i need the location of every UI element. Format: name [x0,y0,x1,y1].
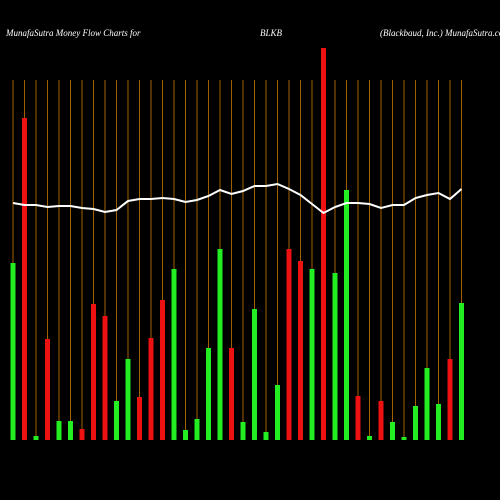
bar [401,437,407,440]
bar [22,118,27,440]
bar [125,359,131,440]
bar [263,432,269,440]
bar [298,261,303,440]
bar [183,430,188,440]
bar [68,421,73,440]
bar [286,249,292,440]
bar [240,422,246,440]
bar [79,429,85,440]
bar [252,309,257,440]
bar [148,338,154,440]
bar [206,348,211,440]
bar [355,396,361,440]
bar [459,303,464,440]
bar [378,401,384,440]
bar [367,436,372,440]
bar [309,269,315,440]
bar [160,300,165,440]
bar [436,404,441,440]
bar [45,339,50,440]
bar [413,406,418,440]
bar [321,48,326,440]
bar [56,421,62,440]
bar [275,385,280,440]
chart-title: BLKB [260,28,283,38]
bar [229,348,234,440]
bar [91,304,96,440]
bar [114,401,119,440]
bar [194,419,200,440]
bar [102,316,108,440]
bar [390,422,395,440]
bar [137,397,142,440]
bar [171,269,177,440]
bar [217,249,223,440]
bar [447,359,453,440]
chart-title-left: MunafaSutra Money Flow Charts for [5,28,141,38]
bar [10,263,16,440]
bar [33,436,39,440]
chart-title-right: (Blackbaud, Inc.) MunafaSutra.com [380,28,500,38]
bar [424,368,430,440]
bar [344,190,349,440]
money-flow-line [12,182,463,215]
bar [332,273,338,440]
